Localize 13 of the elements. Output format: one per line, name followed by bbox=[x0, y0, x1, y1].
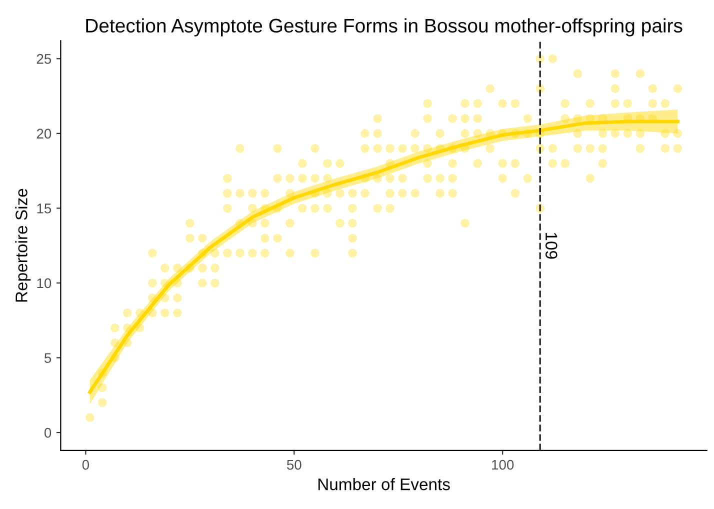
x-tick-label: 0 bbox=[82, 460, 90, 470]
y-tick-label: 20 bbox=[36, 128, 52, 139]
y-tick-label: 10 bbox=[37, 278, 52, 288]
ref-line-label: 109 bbox=[545, 232, 558, 259]
x-tick-label: 100 bbox=[492, 460, 514, 470]
chart-title: Detection Asymptote Gesture Forms in Bossou mother-offspring pairs bbox=[86, 18, 682, 36]
y-tick-label: 5 bbox=[44, 353, 52, 363]
y-tick-label: 25 bbox=[36, 54, 52, 64]
y-axis-title: Repertoire Size bbox=[15, 188, 31, 302]
x-axis-title: Number of Events bbox=[318, 478, 450, 490]
y-tick-label: 0 bbox=[44, 428, 52, 438]
x-tick-label: 50 bbox=[286, 460, 302, 470]
y-tick-label: 15 bbox=[37, 204, 52, 214]
